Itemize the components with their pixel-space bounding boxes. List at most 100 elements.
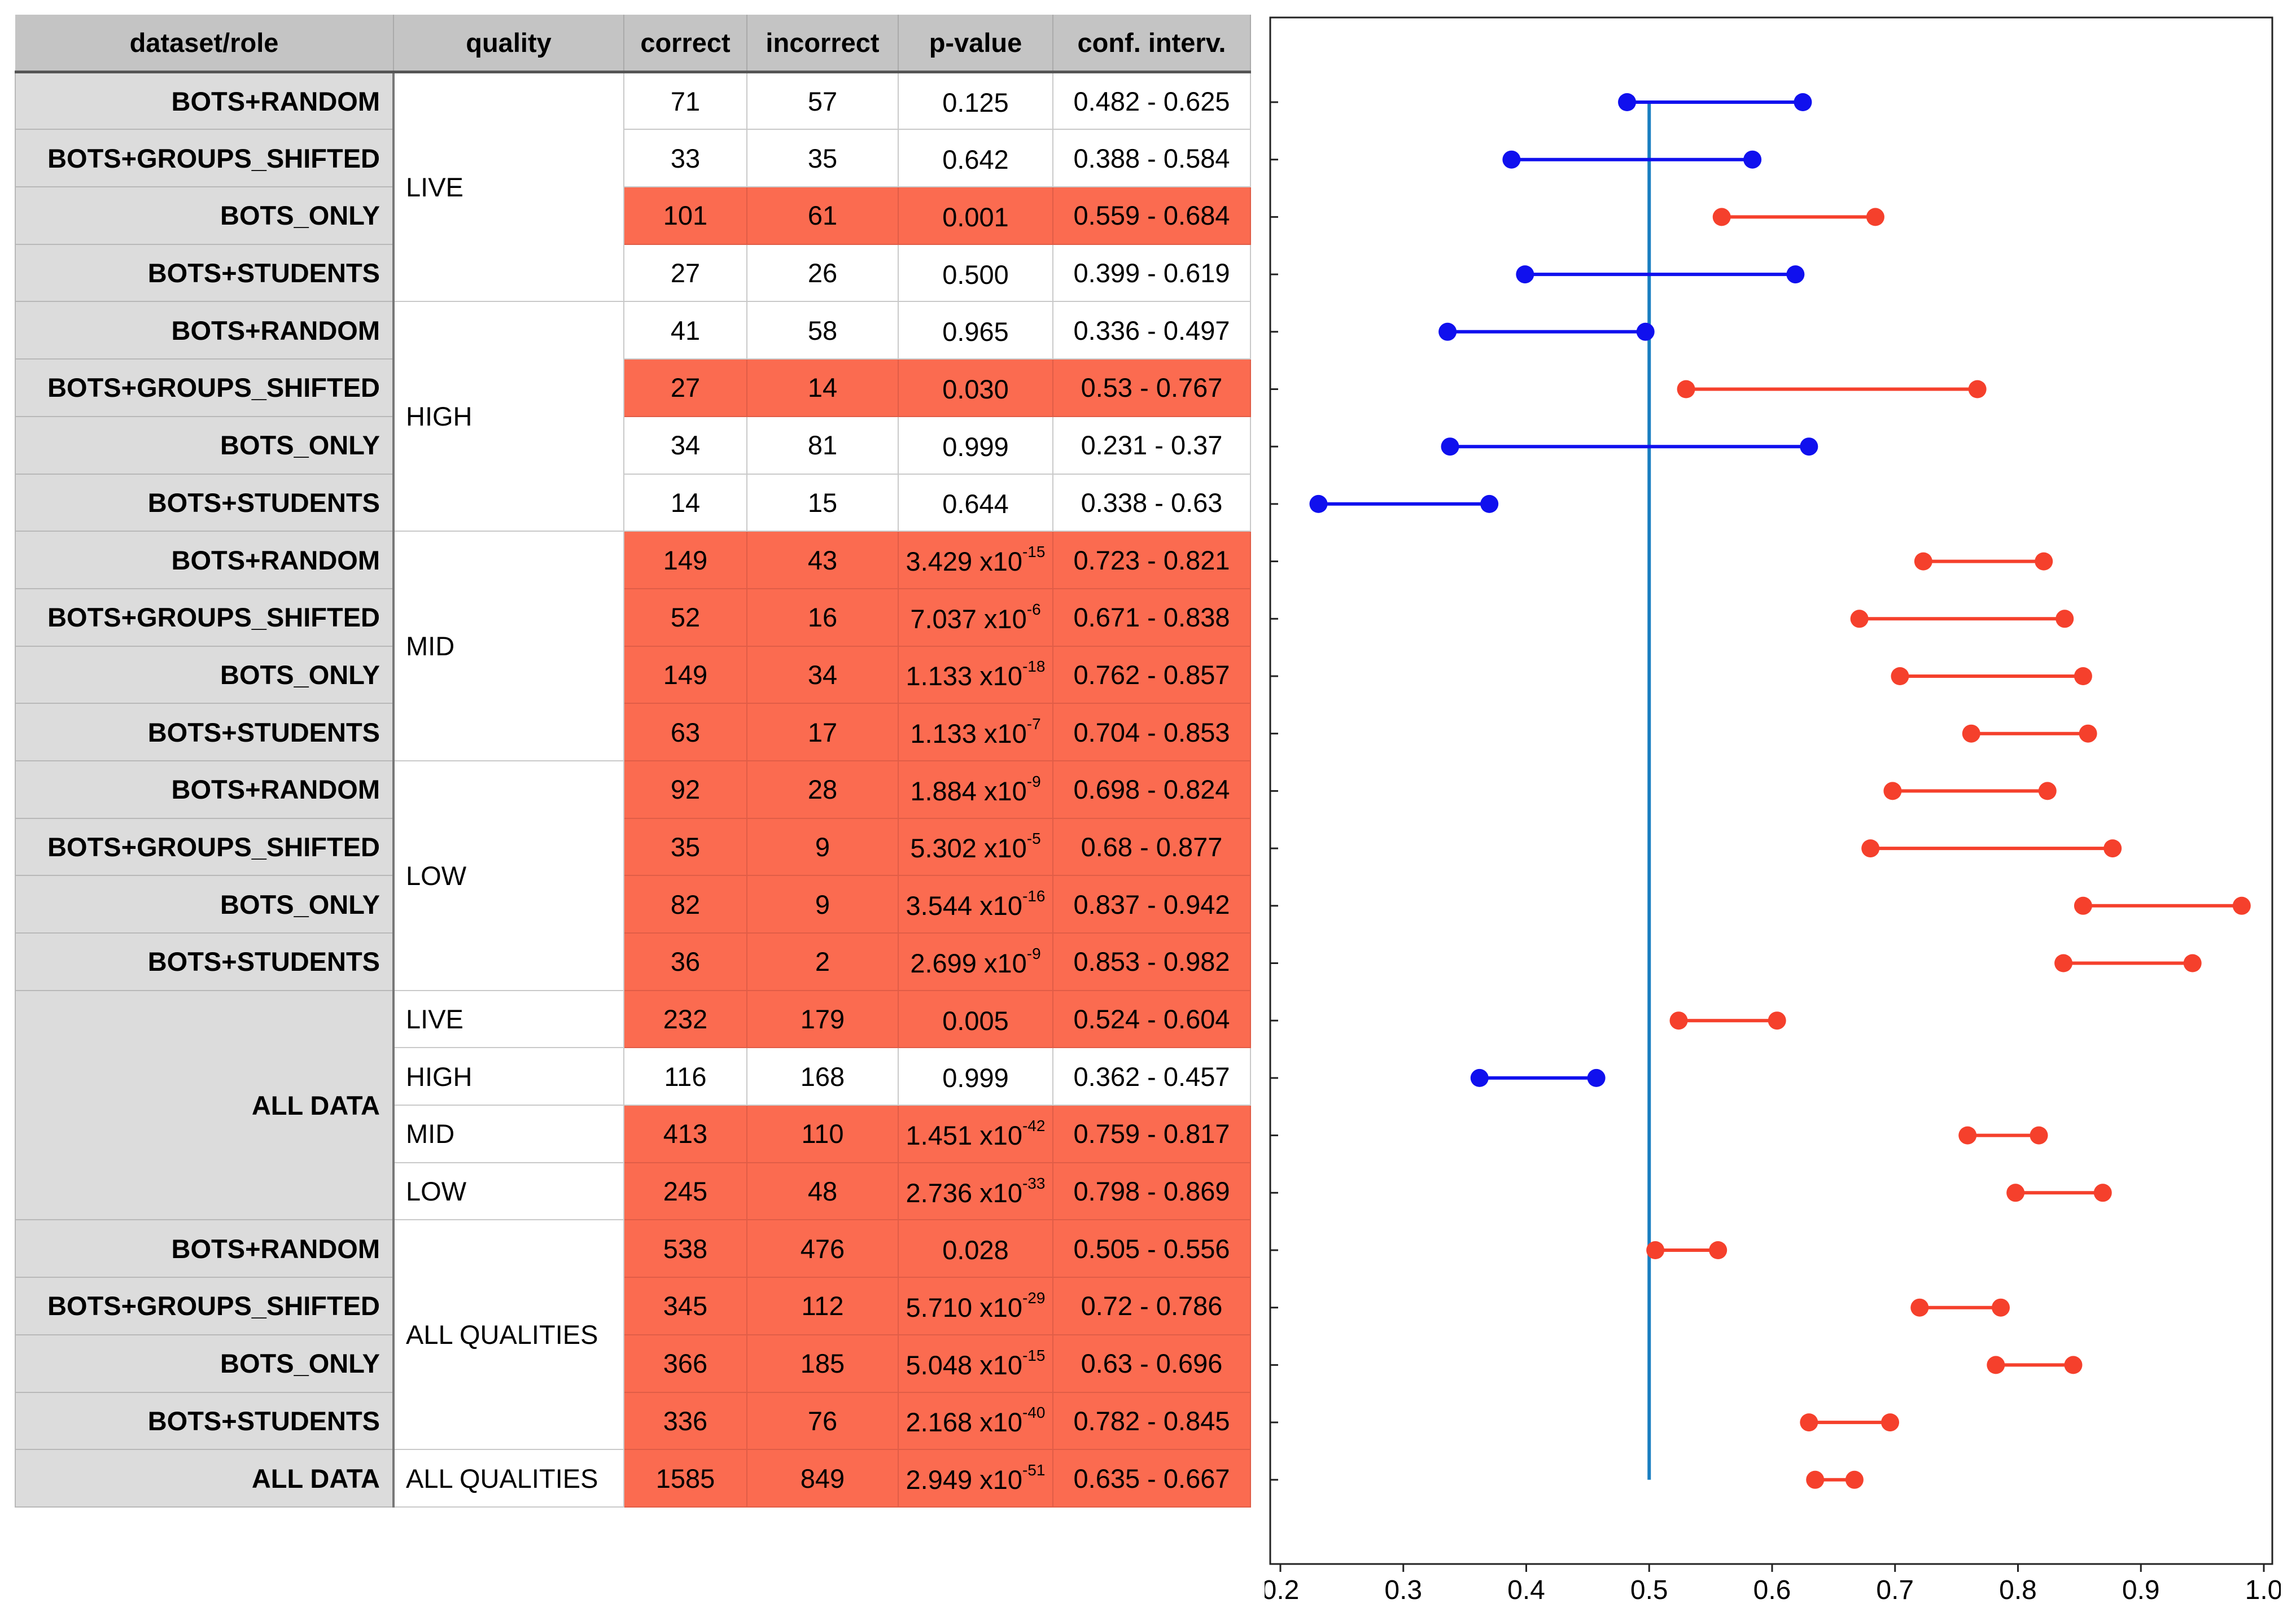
cell-correct: 366	[623, 1334, 747, 1393]
table-row: HIGH 116 168 0.999 0.362 - 0.457	[15, 1047, 1251, 1106]
x-tick-label: 0.8	[1999, 1575, 2037, 1605]
cell-dataset-role: BOTS+GROUPS_SHIFTED	[15, 129, 395, 188]
p-value-exponent: -15	[1022, 543, 1046, 561]
p-value-exponent: -16	[1022, 887, 1046, 905]
cell-p-value: 0.001	[898, 186, 1053, 245]
cell-incorrect: 61	[746, 186, 899, 245]
cell-p-value: 5.302 x10-5	[898, 817, 1053, 877]
cell-incorrect: 168	[746, 1047, 899, 1106]
interval-low-point	[1806, 1470, 1825, 1489]
cell-p-value: 0.028	[898, 1219, 1053, 1278]
cell-correct: 149	[623, 531, 747, 589]
interval-low-point	[1470, 1068, 1489, 1087]
p-value-exponent: -51	[1022, 1461, 1046, 1479]
p-value-mantissa: 0.644	[942, 489, 1009, 519]
table-row: BOTS+STUDENTS 14 15 0.644 0.338 - 0.63	[15, 473, 1251, 532]
cell-incorrect: 15	[746, 473, 899, 532]
p-value-mantissa: 0.001	[942, 201, 1009, 232]
cell-p-value: 0.125	[898, 71, 1053, 130]
cell-dataset-role: BOTS+STUDENTS	[15, 243, 395, 303]
table-row: BOTS_ONLY 149 34 1.133 x10-18 0.762 - 0.857	[15, 645, 1251, 704]
cell-correct: 232	[623, 989, 747, 1049]
cell-p-value: 0.999	[898, 1047, 1053, 1106]
p-value-exponent: -9	[1026, 944, 1041, 962]
cell-p-value: 1.884 x10-9	[898, 760, 1053, 819]
table-row: BOTS+STUDENTS 63 17 1.133 x10-7 0.704 - 0.85…	[15, 703, 1251, 761]
cell-quality: LIVE	[393, 989, 624, 1049]
cell-p-value: 2.168 x10-40	[898, 1391, 1053, 1451]
p-value-mantissa: 0.999	[942, 431, 1009, 462]
cell-correct: 63	[623, 703, 747, 761]
interval-low-point	[1891, 667, 1909, 685]
interval-high-point	[1743, 150, 1762, 169]
confidence-interval-chart: 0.2 0.3 0.4 0.5 0.6 0.7 0.8 0.9 1.0	[1265, 16, 2281, 1605]
p-value-exponent: -9	[1026, 772, 1041, 790]
header-incorrect: incorrect	[747, 15, 899, 74]
table-row: BOTS+STUDENTS 27 26 0.500 0.399 - 0.619	[15, 243, 1251, 303]
cell-dataset-role: BOTS_ONLY	[15, 875, 395, 934]
cell-correct: 538	[623, 1219, 747, 1278]
p-value-mantissa: 0.028	[942, 1235, 1009, 1265]
cell-correct: 345	[623, 1277, 747, 1335]
cell-correct: 71	[623, 71, 747, 130]
cell-incorrect: 17	[746, 703, 899, 761]
cell-dataset-role: BOTS+STUDENTS	[15, 932, 395, 991]
p-value-mantissa: 1.451 x10	[906, 1120, 1022, 1150]
cell-conf-interval: 0.798 - 0.869	[1052, 1162, 1251, 1221]
interval-low-point	[1516, 265, 1534, 284]
x-tick-label: 0.7	[1876, 1575, 1914, 1605]
results-table: dataset/role quality correct incorrect p…	[15, 15, 1251, 1508]
table-row: LOW 245 48 2.736 x10-33 0.798 - 0.869	[15, 1162, 1251, 1221]
interval-low-point	[1883, 782, 1902, 800]
cell-incorrect: 34	[746, 645, 899, 704]
cell-conf-interval: 0.762 - 0.857	[1052, 645, 1251, 704]
p-value-mantissa: 0.999	[942, 1063, 1009, 1093]
p-value-mantissa: 2.736 x10	[906, 1177, 1022, 1208]
table-row: BOTS_ONLY 101 61 0.001 0.559 - 0.684	[15, 186, 1251, 245]
cell-conf-interval: 0.671 - 0.838	[1052, 588, 1251, 647]
table-header-row: dataset/role quality correct incorrect p…	[15, 15, 1251, 74]
cell-conf-interval: 0.388 - 0.584	[1052, 129, 1251, 188]
interval-low-point	[1646, 1241, 1665, 1259]
cell-p-value: 2.949 x10-51	[898, 1449, 1053, 1508]
interval-low-point	[1438, 322, 1457, 341]
table-row: BOTS+STUDENTS 336 76 2.168 x10-40 0.782 - 0.…	[15, 1391, 1251, 1451]
p-value-mantissa: 0.500	[942, 259, 1009, 290]
cell-conf-interval: 0.759 - 0.817	[1052, 1105, 1251, 1163]
interval-high-point	[1480, 494, 1499, 513]
table-row: BOTS+GROUPS_SHIFTED 33 35 0.642 0.388 - 0.58…	[15, 129, 1251, 188]
p-value-mantissa: 5.302 x10	[910, 833, 1027, 864]
p-value-mantissa: 1.133 x10	[906, 661, 1022, 691]
p-value-mantissa: 0.005	[942, 1005, 1009, 1036]
cell-incorrect: 9	[746, 817, 899, 877]
table-row: BOTS_ONLY 34 81 0.999 0.231 - 0.37	[15, 415, 1251, 475]
table-row: BOTS+RANDOM ALL QUALITIES 538 476 0.028 0.505…	[15, 1219, 1251, 1451]
cell-correct: 36	[623, 932, 747, 991]
cell-conf-interval: 0.72 - 0.786	[1052, 1277, 1251, 1335]
results-table-container: dataset/role quality correct incorrect p…	[15, 15, 1251, 1508]
interval-high-point	[1968, 380, 1987, 398]
interval-high-point	[2074, 667, 2092, 685]
header-dataset-role: dataset/role	[15, 15, 394, 74]
cell-incorrect: 76	[746, 1391, 899, 1451]
header-correct: correct	[624, 15, 747, 74]
cell-incorrect: 48	[746, 1162, 899, 1221]
interval-low-point	[1914, 552, 1932, 571]
cell-quality: HIGH	[393, 301, 624, 532]
p-value-mantissa: 1.884 x10	[910, 776, 1027, 806]
interval-high-point	[1786, 265, 1805, 284]
cell-quality: HIGH	[393, 1047, 624, 1106]
x-tick-label: 0.6	[1753, 1575, 1791, 1605]
p-value-mantissa: 0.030	[942, 374, 1009, 404]
table-row: BOTS+GROUPS_SHIFTED 345 112 5.710 x10-29 0.7…	[15, 1277, 1251, 1335]
p-value-exponent: -15	[1022, 1346, 1046, 1364]
interval-high-point	[1881, 1413, 1900, 1432]
interval-low-point	[1441, 437, 1459, 456]
interval-low-point	[1669, 1011, 1688, 1030]
cell-incorrect: 110	[746, 1105, 899, 1163]
interval-high-point	[2079, 724, 2097, 743]
interval-high-point	[2232, 896, 2251, 915]
cell-incorrect: 112	[746, 1277, 899, 1335]
cell-dataset-role: ALL DATA	[15, 1449, 395, 1508]
cell-dataset-role: BOTS+GROUPS_SHIFTED	[15, 588, 395, 647]
